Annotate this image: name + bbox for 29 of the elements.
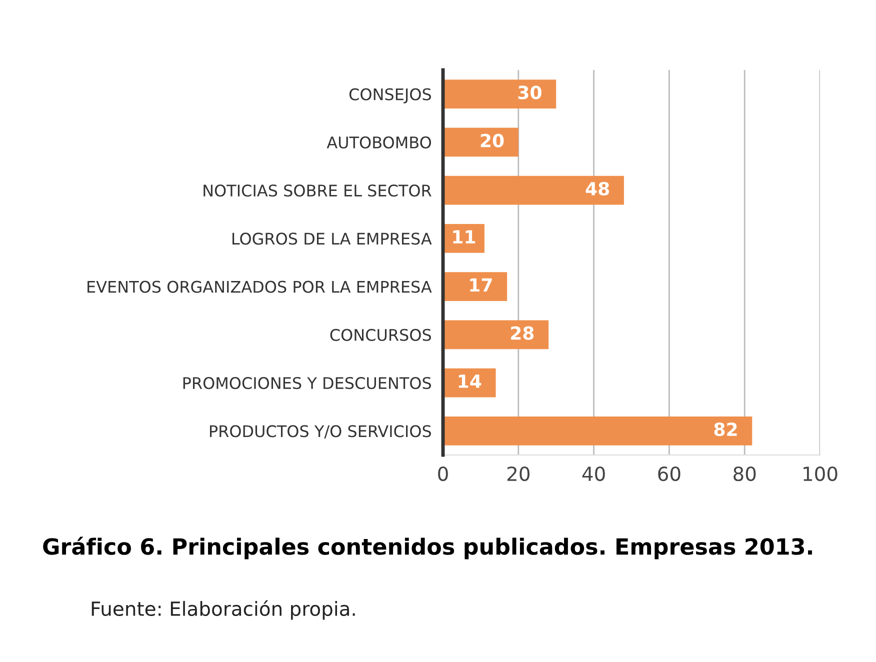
x-tick-label: 40 — [582, 466, 605, 482]
bar — [443, 176, 624, 205]
x-tick-label: 60 — [658, 466, 680, 482]
y-tick-label: EVENTOS ORGANIZADOS POR LA EMPRESA — [88, 280, 432, 293]
y-tick-label: CONSEJOS — [349, 88, 431, 104]
bar — [443, 272, 508, 301]
y-tick-label: CONCURSOS — [330, 328, 431, 341]
data-label: 30 — [518, 86, 542, 100]
data-label: 17 — [470, 278, 492, 292]
data-label: 11 — [453, 230, 476, 244]
y-tick-label: AUTOBOMBO — [326, 136, 431, 148]
x-tick-label: 100 — [804, 466, 838, 482]
text: Gráfico 6. Principales contenidos publicados. Empresas 2013. — [43, 536, 812, 560]
data-label: 82 — [714, 422, 737, 436]
data-label: 28 — [511, 326, 534, 340]
y-tick-label: NOTICIAS SOBRE EL SECTOR — [204, 184, 432, 197]
data-label: 48 — [586, 182, 610, 196]
data-label: 20 — [480, 134, 504, 148]
bar — [443, 320, 549, 350]
y-tick-label: PROMOCIONES Y DESCUENTOS — [183, 377, 431, 390]
data-label: 14 — [458, 374, 482, 388]
source-note: Fuente: Elaboración propia. — [92, 600, 355, 620]
x-tick-label: 0 — [438, 466, 448, 482]
x-tick-label: 20 — [507, 466, 530, 482]
bar — [443, 80, 556, 108]
y-tick-label: PRODUCTOS Y/O SERVICIOS — [210, 425, 431, 438]
y-tick-label: LOGROS DE LA EMPRESA — [232, 232, 432, 245]
x-tick-label: 80 — [734, 466, 756, 482]
bar — [443, 416, 752, 446]
